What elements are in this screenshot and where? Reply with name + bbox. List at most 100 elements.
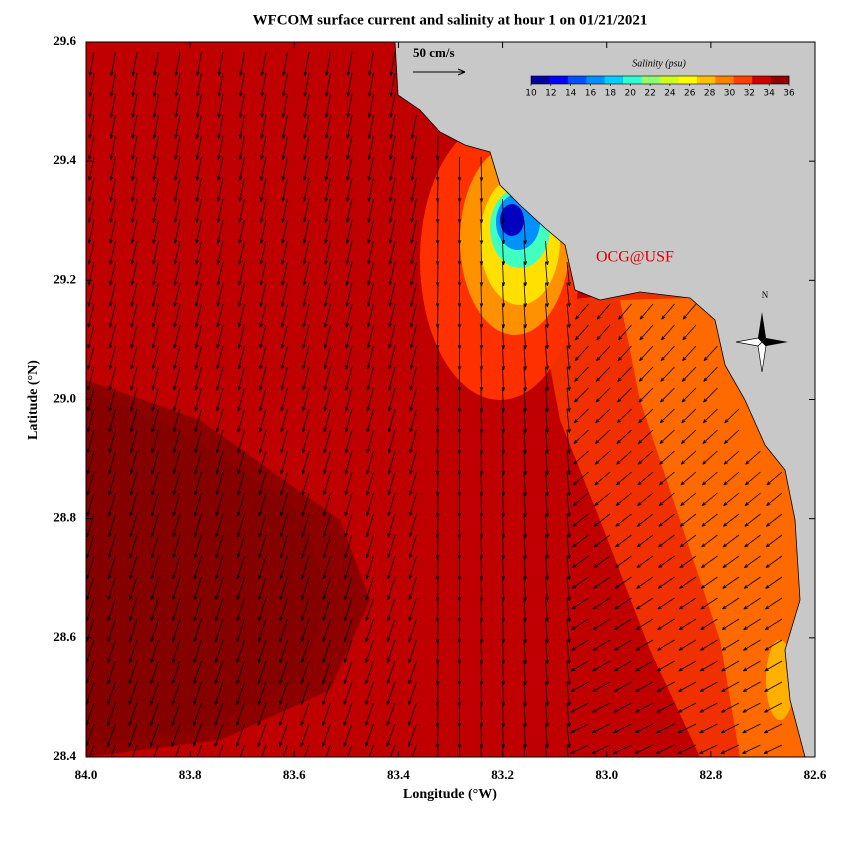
- deep-water: [86, 390, 330, 745]
- current-vector: [151, 366, 159, 391]
- current-vector: [280, 450, 288, 475]
- x-tick-label: 83.2: [491, 767, 514, 782]
- current-vector: [566, 492, 571, 518]
- current-vector: [346, 156, 353, 181]
- current-vector: [107, 597, 116, 622]
- colorbar-tick-label: 24: [664, 89, 676, 99]
- current-vector: [129, 513, 138, 538]
- current-vector: [572, 492, 589, 507]
- current-vector: [721, 597, 740, 610]
- current-vector: [172, 534, 181, 559]
- current-vector: [721, 618, 740, 631]
- current-vector: [302, 240, 310, 265]
- current-vector: [172, 450, 181, 475]
- current-vector: [171, 723, 181, 747]
- current-vector: [303, 72, 310, 97]
- current-vector: [238, 261, 245, 286]
- current-vector: [721, 639, 740, 651]
- current-vector: [130, 240, 138, 265]
- current-vector: [368, 51, 374, 76]
- current-vector: [279, 660, 288, 684]
- current-vector: [88, 93, 95, 118]
- current-vector: [367, 114, 374, 139]
- current-vector: [172, 555, 181, 580]
- current-vector: [409, 366, 417, 391]
- current-vector: [574, 324, 589, 341]
- current-vector: [172, 597, 181, 622]
- current-vector: [763, 702, 783, 713]
- map-field: [86, 42, 815, 757]
- current-vector: [152, 240, 159, 265]
- current-vector: [367, 156, 374, 181]
- current-vector: [193, 702, 202, 726]
- colorbar-tick-label: 26: [684, 89, 696, 99]
- current-vector: [214, 660, 224, 684]
- current-vector: [545, 618, 549, 644]
- current-vector: [194, 303, 202, 328]
- current-vector: [613, 681, 632, 693]
- current-vector: [387, 429, 396, 454]
- current-vector: [237, 387, 245, 412]
- current-vector: [193, 597, 202, 622]
- current-vector: [573, 408, 589, 424]
- current-vector: [523, 408, 528, 434]
- current-vector: [566, 387, 571, 413]
- current-vector: [216, 261, 224, 286]
- y-tick-label: 28.4: [53, 748, 76, 763]
- current-vector: [171, 639, 181, 664]
- current-vector: [345, 303, 353, 328]
- current-vector: [323, 513, 331, 538]
- current-vector: [88, 51, 95, 76]
- current-vector: [87, 219, 95, 244]
- colorbar-tick-label: 28: [704, 89, 716, 99]
- current-vector: [108, 366, 116, 391]
- current-vector: [131, 93, 138, 118]
- colorbar-swatch: [604, 76, 624, 84]
- current-vector: [236, 681, 245, 705]
- current-vector: [678, 618, 697, 631]
- current-vector: [259, 303, 267, 328]
- current-vector: [574, 345, 589, 362]
- current-vector: [344, 492, 353, 517]
- current-vector: [388, 387, 396, 412]
- current-vector: [614, 597, 632, 610]
- current-vector: [593, 555, 611, 569]
- current-vector: [570, 702, 589, 713]
- current-vector: [323, 387, 331, 412]
- current-vector: [150, 702, 159, 726]
- current-vector: [408, 555, 417, 580]
- current-vector: [304, 744, 310, 757]
- current-vector: [175, 744, 181, 757]
- current-vector: [408, 534, 417, 559]
- current-vector: [129, 429, 138, 454]
- current-vector: [742, 681, 761, 693]
- current-vector: [172, 618, 181, 643]
- current-vector: [216, 303, 224, 328]
- current-vector: [282, 51, 288, 76]
- x-tick-label: 83.6: [283, 767, 306, 782]
- current-vector: [302, 219, 310, 244]
- current-vector: [322, 576, 331, 601]
- current-vector: [194, 429, 202, 454]
- current-vector: [409, 429, 417, 454]
- current-vector: [258, 429, 267, 454]
- current-vector: [216, 219, 224, 244]
- current-vector: [152, 261, 159, 286]
- current-vector: [745, 450, 761, 465]
- current-vector: [195, 261, 202, 286]
- current-vector: [678, 597, 697, 610]
- current-vector: [680, 492, 697, 507]
- current-vector: [257, 639, 267, 664]
- current-vector: [657, 639, 675, 651]
- current-vector: [703, 345, 718, 362]
- current-vector: [173, 219, 181, 244]
- current-vector: [634, 723, 654, 734]
- current-vector: [345, 387, 353, 412]
- current-vector: [279, 723, 288, 747]
- current-vector: [678, 660, 697, 672]
- current-vector: [410, 114, 417, 139]
- current-vector: [215, 429, 224, 454]
- current-vector: [152, 219, 159, 244]
- current-vector: [345, 324, 353, 349]
- current-vector: [365, 681, 374, 705]
